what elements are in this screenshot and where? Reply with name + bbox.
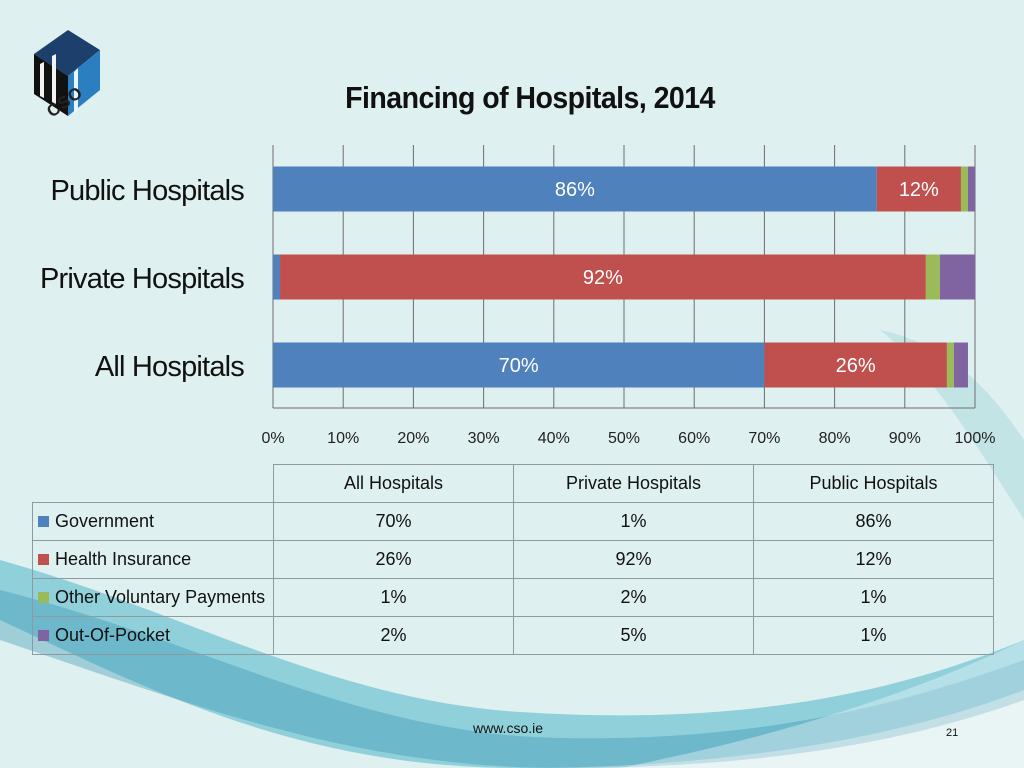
bar-segment [280,254,926,300]
table-cell: 5% [513,616,754,655]
row-label-cell: Government [32,502,274,541]
x-tick-label: 0% [261,430,284,447]
bar-segment [273,342,765,388]
table-cell: 92% [513,540,754,579]
table-cell: 12% [753,540,994,579]
table-cell: 1% [273,578,514,617]
table-cell: 26% [273,540,514,579]
table-row-health-insurance: Health Insurance 26% 92% 12% [32,540,994,579]
header-public-hospitals: Public Hospitals [753,464,994,503]
data-label: 12% [899,179,939,201]
bar-segment [953,342,968,388]
bar-segment [960,166,968,212]
chart-title: Financing of Hospitals, 2014 [345,80,715,115]
table-corner [32,464,274,503]
bar-segment [273,166,877,212]
table-row-out-of-pocket: Out-Of-Pocket 2% 5% 1% [32,616,994,655]
legend-swatch-icon [38,630,49,641]
table-cell: 86% [753,502,994,541]
row-label: Health Insurance [55,549,192,569]
x-tick-label: 30% [468,430,500,447]
bar-segment [876,166,961,212]
x-tick-label: 10% [327,430,359,447]
x-tick-label: 40% [538,430,570,447]
table-header-row: All Hospitals Private Hospitals Public H… [32,464,994,503]
table-cell: 1% [753,578,994,617]
category-label: Public Hospitals [50,175,244,207]
data-table: All Hospitals Private Hospitals Public H… [32,464,994,655]
legend-swatch-icon [38,516,49,527]
row-label-cell: Health Insurance [32,540,274,579]
x-tick-label: 70% [748,430,780,447]
header-private-hospitals: Private Hospitals [513,464,754,503]
row-label-cell: Out-Of-Pocket [32,616,274,655]
x-tick-label: 20% [397,430,429,447]
row-label: Other Voluntary Payments [55,587,266,607]
bar-segment [273,254,281,300]
table-row-other-voluntary: Other Voluntary Payments 1% 2% 1% [32,578,994,617]
data-label: 26% [836,355,876,377]
row-label: Out-Of-Pocket [55,625,171,645]
cso-logo-icon: CSO [34,30,100,121]
row-label-cell: Other Voluntary Payments [32,578,274,617]
x-tick-label: 60% [678,430,710,447]
bar-segment [967,166,975,212]
table-cell: 1% [513,502,754,541]
x-tick-label: 90% [889,430,921,447]
legend-swatch-icon [38,554,49,565]
bar-segment [946,342,954,388]
data-label: 92% [583,267,623,289]
x-tick-label: 80% [819,430,851,447]
table-cell: 2% [513,578,754,617]
data-label: 70% [499,355,539,377]
bar-segment [925,254,940,300]
category-label: Private Hospitals [40,263,244,295]
table-cell: 70% [273,502,514,541]
header-all-hospitals: All Hospitals [273,464,514,503]
table-cell: 1% [753,616,994,655]
table-cell: 2% [273,616,514,655]
table-row-government: Government 70% 1% 86% [32,502,994,541]
legend-swatch-icon [38,592,49,603]
stacked-bar-chart: 0% 10% 20% 30% 40% 50% 60% 70% 80% 90% 100% Public … [40,145,996,447]
x-tick-label: 50% [608,430,640,447]
category-label: All Hospitals [95,351,244,383]
footer-url[interactable]: www.cso.ie [473,720,544,736]
page-number: 21 [946,727,959,739]
bar-segment [939,254,975,300]
data-label: 86% [555,179,595,201]
row-label: Government [55,511,155,531]
bar-segment [764,342,947,388]
x-tick-label: 100% [955,430,996,447]
